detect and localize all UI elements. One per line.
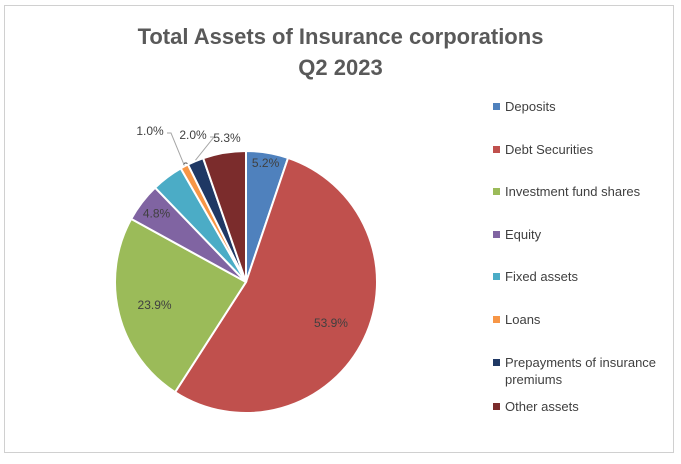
legend-label: Equity [505,227,542,242]
legend-label: Prepayments of insurance premiums [505,355,657,387]
legend-label: Loans [505,312,541,327]
legend-item-equity: Equity [493,226,670,243]
pie-slice-other-assets [201,149,247,283]
legend-item-investment-fund-shares: Investment fund shares [493,183,670,200]
data-label-other-assets: 5.3% [213,131,241,145]
legend-item-prepayments-of-insurance-premiums: Prepayments of insurance premiums [493,354,670,388]
legend-label: Investment fund shares [505,184,641,199]
data-label-debt-securities: 53.9% [314,316,348,330]
leader-line-prepayments-of-insurance-premiums [195,136,216,161]
data-label-loans: 1.0% [136,124,164,138]
legend-item-debt-securities: Debt Securities [493,141,670,158]
legend-label: Fixed assets [505,269,578,284]
legend-label: Deposits [505,99,556,114]
legend-label: Other assets [505,399,579,414]
legend-swatch [493,403,500,410]
legend-swatch [493,316,500,323]
data-label-prepayments-of-insurance-premiums: 2.0% [179,128,207,142]
chart-subtitle: Q2 2023 [298,55,383,80]
legend-item-other-assets: Other assets [493,398,670,415]
legend-swatch [493,103,500,110]
data-label-deposits: 5.2% [252,156,280,170]
legend-item-deposits: Deposits [493,98,670,115]
legend-swatch [493,359,500,366]
pie-slice-debt-securities [173,156,378,414]
legend-item-loans: Loans [493,311,670,328]
leader-line-loans [167,132,185,166]
legend-label: Debt Securities [505,142,594,157]
data-label-investment-fund-shares: 23.9% [138,298,172,312]
legend-swatch [493,146,500,153]
legend-swatch [493,188,500,195]
chart-title: Total Assets of Insurance corporations [137,24,544,49]
pie-slice-investment-fund-shares [114,217,248,394]
legend-swatch [493,273,500,280]
legend-swatch [493,231,500,238]
legend-item-fixed-assets: Fixed assets [493,268,670,285]
data-label-equity: 4.8% [143,207,171,221]
